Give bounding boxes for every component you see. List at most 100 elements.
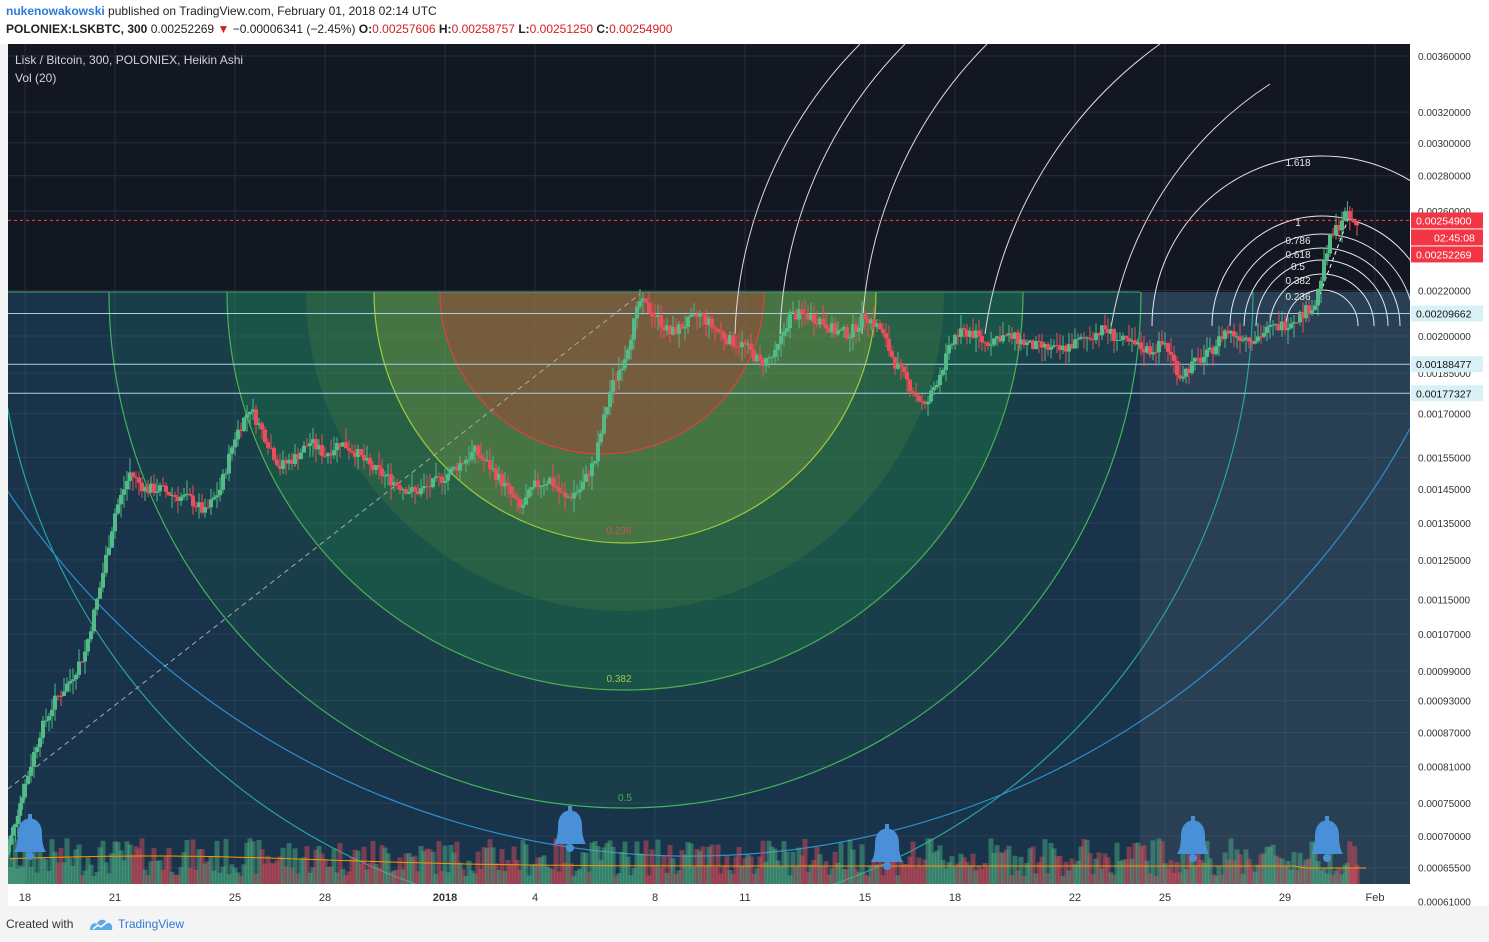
volume-bar bbox=[571, 875, 577, 884]
volume-bar bbox=[793, 865, 799, 884]
time-tick-label: 25 bbox=[229, 892, 241, 904]
price-tick-label: 0.00360000 bbox=[1418, 52, 1471, 63]
candle-body bbox=[635, 306, 639, 319]
candle-body bbox=[794, 311, 798, 320]
candle-body bbox=[449, 468, 453, 474]
candle-body bbox=[140, 482, 144, 492]
candle-body bbox=[590, 463, 594, 477]
candle-body bbox=[353, 452, 357, 457]
candle-body bbox=[371, 464, 375, 470]
volume-bar bbox=[1249, 867, 1255, 884]
candle-body bbox=[305, 445, 309, 447]
volume-bar bbox=[1231, 860, 1237, 884]
candle-body bbox=[80, 661, 84, 663]
candle-body bbox=[1043, 344, 1047, 348]
candle-body bbox=[824, 324, 828, 329]
volume-bar bbox=[457, 862, 463, 884]
candle-body bbox=[248, 411, 252, 415]
created-with-text: Created with bbox=[6, 917, 74, 931]
fib-small-arc bbox=[1285, 289, 1359, 327]
volume-bar bbox=[658, 867, 664, 884]
volume-bar bbox=[232, 867, 238, 884]
candle-body bbox=[992, 338, 996, 345]
candle-body bbox=[110, 531, 114, 548]
volume-bar bbox=[169, 872, 175, 884]
volume-bar bbox=[790, 851, 796, 884]
candle-body bbox=[1316, 288, 1320, 306]
candle-body bbox=[464, 459, 468, 464]
candle-body bbox=[53, 695, 57, 710]
fib-small-label: 0.786 bbox=[1285, 236, 1310, 247]
volume-bar bbox=[166, 847, 172, 884]
publish-line: nukenowakowski published on TradingView.… bbox=[6, 4, 437, 18]
candle-body bbox=[626, 349, 630, 360]
volume-bar bbox=[955, 863, 961, 884]
price-axis[interactable] bbox=[1410, 44, 1489, 906]
candle-body bbox=[383, 475, 387, 477]
candle-body bbox=[869, 319, 873, 324]
candle-body bbox=[884, 333, 888, 339]
volume-bar bbox=[316, 845, 322, 884]
volume-bar bbox=[310, 867, 316, 884]
candle-body bbox=[335, 443, 339, 451]
candle-body bbox=[944, 353, 948, 370]
author-link[interactable]: nukenowakowski bbox=[6, 4, 105, 18]
volume-bar bbox=[1240, 873, 1246, 884]
candle-body bbox=[359, 449, 363, 456]
time-tick-label: 2018 bbox=[433, 892, 457, 904]
volume-bar bbox=[148, 861, 154, 884]
candle-body bbox=[1313, 305, 1317, 310]
candle-body bbox=[731, 335, 735, 347]
candle-body bbox=[365, 458, 369, 461]
tradingview-link[interactable]: TradingView bbox=[118, 917, 185, 931]
price-tag-label: 0.00177327 bbox=[1416, 388, 1472, 400]
volume-bar bbox=[1078, 846, 1084, 884]
volume-bar bbox=[985, 867, 991, 884]
volume-bar bbox=[157, 860, 163, 884]
candlestick-chart[interactable]: 0.2360.3820.51.61810.7860.6180.50.3820.2… bbox=[0, 44, 1489, 906]
volume-bar bbox=[274, 860, 280, 884]
fib-small-label: 1 bbox=[1295, 218, 1301, 229]
volume-bar bbox=[1279, 858, 1285, 884]
candle-body bbox=[578, 489, 582, 493]
trend-dashed-line bbox=[8, 293, 641, 790]
volume-bar bbox=[15, 868, 21, 884]
candle-body bbox=[15, 815, 20, 825]
volume-bar bbox=[1015, 870, 1021, 884]
candle-body bbox=[536, 480, 540, 488]
fib-zone-fills bbox=[8, 292, 1410, 884]
candle-body bbox=[1007, 333, 1011, 336]
volume-bar bbox=[871, 858, 877, 884]
time-axis[interactable] bbox=[8, 884, 1410, 906]
volume-bar bbox=[550, 869, 556, 884]
candle-body bbox=[1085, 337, 1089, 339]
volume-bar bbox=[442, 845, 448, 884]
candle-body bbox=[380, 468, 384, 477]
volume-bar bbox=[1219, 874, 1225, 884]
tradingview-logo-icon[interactable] bbox=[88, 916, 114, 932]
candle-body bbox=[344, 442, 348, 449]
volume-bar bbox=[301, 857, 307, 884]
volume-bar bbox=[1162, 863, 1168, 884]
candle-body bbox=[134, 476, 138, 478]
volume-bar bbox=[328, 866, 334, 884]
candle-body bbox=[323, 455, 327, 457]
candle-body bbox=[416, 490, 420, 495]
candle-body bbox=[1350, 218, 1355, 220]
volume-bar bbox=[130, 854, 136, 884]
volume-bar bbox=[1156, 838, 1162, 884]
candle-body bbox=[1166, 343, 1170, 352]
volume-bar bbox=[679, 850, 685, 884]
time-tick-label: 18 bbox=[949, 892, 961, 904]
volume-bar bbox=[478, 868, 484, 884]
candle-body bbox=[1241, 339, 1245, 341]
candle-body bbox=[662, 327, 666, 331]
volume-bar bbox=[1258, 854, 1264, 884]
candle-body bbox=[1031, 340, 1035, 350]
volume-bar bbox=[787, 875, 793, 884]
volume-bar bbox=[67, 858, 73, 884]
candle-body bbox=[929, 390, 933, 402]
close-value: 0.00254900 bbox=[609, 22, 673, 36]
volume-bar bbox=[94, 871, 100, 884]
volume-bar bbox=[112, 841, 118, 884]
